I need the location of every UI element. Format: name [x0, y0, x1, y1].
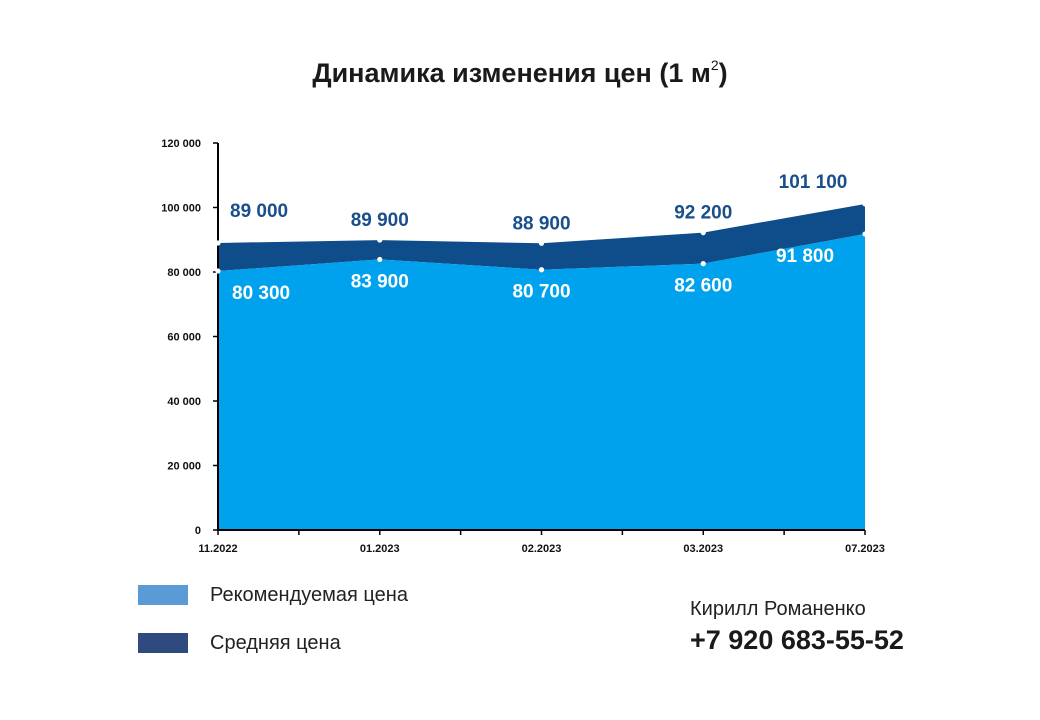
x-tick-label: 07.2023	[845, 543, 885, 555]
data-label-average: 92 200	[674, 203, 732, 224]
data-label-average: 89 000	[230, 201, 288, 222]
marker-recommended	[700, 261, 706, 267]
data-label-average: 88 900	[512, 213, 570, 234]
chart-title-close: )	[718, 58, 728, 88]
data-label-recommended: 82 600	[674, 276, 732, 297]
y-tick-label: 80 000	[167, 267, 201, 279]
legend-item-recommended: Рекомендуемая цена	[138, 584, 408, 606]
y-tick-label: 100 000	[161, 203, 201, 215]
marker-recommended	[215, 268, 221, 274]
x-tick-label: 11.2022	[198, 543, 237, 555]
marker-recommended	[377, 256, 383, 263]
chart-title-superscript: 2	[710, 57, 719, 73]
marker-average	[862, 201, 868, 207]
data-label-average: 89 900	[351, 210, 409, 231]
x-tick-label: 03.2023	[683, 543, 723, 555]
y-tick-label: 20 000	[167, 461, 201, 473]
marker-average	[215, 240, 221, 246]
legend-label-average: Средняя цена	[210, 631, 341, 654]
data-label-average: 101 100	[779, 172, 848, 193]
y-tick-label: 40 000	[167, 396, 201, 408]
series-area-recommended	[218, 233, 865, 530]
legend-swatch-recommended	[138, 585, 188, 605]
legend-label-recommended: Рекомендуемая цена	[210, 583, 408, 606]
legend-item-average: Средняя цена	[138, 632, 341, 654]
y-tick-label: 120 000	[161, 138, 201, 150]
contact-name: Кирилл Романенко	[690, 598, 866, 620]
chart-title: Динамика изменения цен (1 м2)	[0, 57, 1040, 89]
x-tick-label: 01.2023	[360, 543, 400, 555]
y-tick-label: 60 000	[167, 332, 201, 344]
series-area-average	[218, 203, 865, 272]
data-label-recommended: 91 800	[776, 246, 834, 267]
data-label-recommended: 80 700	[512, 282, 570, 303]
marker-average	[700, 230, 706, 236]
contact-phone: +7 920 683-55-52	[690, 625, 904, 655]
legend-swatch-average	[138, 633, 188, 653]
y-tick-label: 0	[195, 525, 201, 537]
marker-average	[377, 237, 383, 243]
marker-recommended	[538, 267, 545, 273]
data-label-recommended: 80 300	[232, 283, 290, 304]
data-label-recommended: 83 900	[351, 271, 409, 292]
marker-average	[538, 240, 545, 246]
x-tick-label: 02.2023	[522, 543, 562, 555]
marker-recommended	[862, 231, 868, 237]
chart-title-text: Динамика изменения цен (1 м	[312, 58, 711, 88]
